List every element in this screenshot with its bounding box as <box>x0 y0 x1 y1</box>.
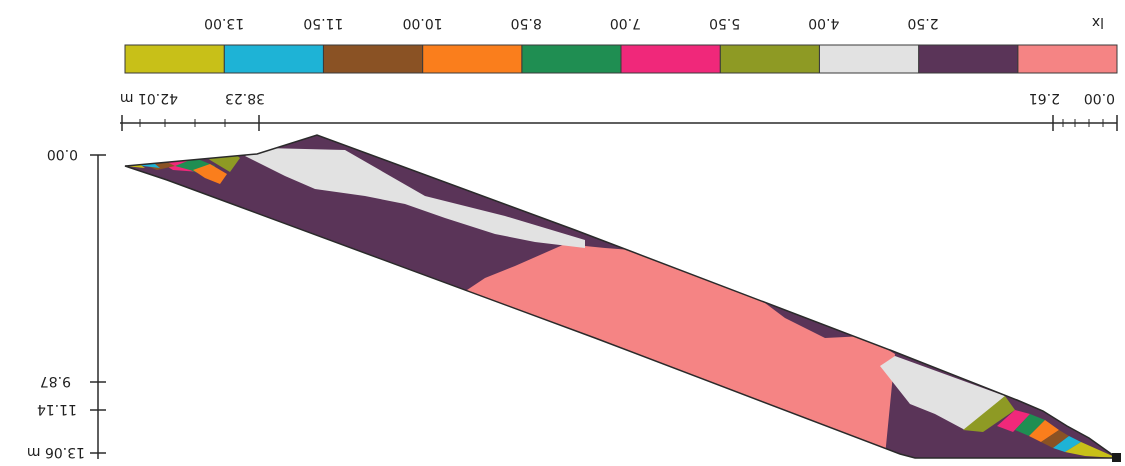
luminaire-marker <box>1112 453 1121 462</box>
legend-swatch <box>124 44 225 74</box>
legend-swatch <box>521 44 622 74</box>
legend-value-label: 11.50 <box>303 15 343 31</box>
zone-10-00-right <box>193 164 227 184</box>
zone-8-50-left <box>1015 414 1045 436</box>
vertical-scale: 13.06 m 11.14 9.87 0.00 <box>27 146 106 460</box>
legend-swatch <box>1017 44 1118 74</box>
v-scale-label-bottom: 13.06 m <box>27 444 85 460</box>
h-scale-label-end: 42.01 m <box>120 90 178 106</box>
v-scale-label-top: 0.00 <box>47 146 78 162</box>
legend-value-labels: 2.50 4.00 5.50 7.00 8.50 10.00 11.50 13.00 <box>204 15 938 31</box>
zone-4-00-right <box>245 148 585 248</box>
v-scale-label-2: 11.14 <box>37 401 77 417</box>
legend-swatch <box>620 44 721 74</box>
zone-5-50-left <box>963 396 1015 432</box>
legend-swatch <box>223 44 324 74</box>
legend-color-bar <box>124 44 1118 74</box>
h-scale-label-inner-left: 2.61 <box>1029 90 1060 106</box>
legend: lx 2.50 4.00 5.50 7.00 8.50 10.00 11.50 13.00 <box>124 14 1118 74</box>
legend-swatch <box>918 44 1019 74</box>
legend-value-label: 7.00 <box>610 15 641 31</box>
h-scale-label-inner-right: 38.23 <box>225 90 265 106</box>
legend-value-label: 13.00 <box>204 15 244 31</box>
zone-11-50-left <box>1041 430 1069 448</box>
horizontal-scale: 0.00 2.61 38.23 42.01 m <box>120 90 1118 131</box>
zone-10-00-left <box>1029 420 1059 442</box>
band-outline <box>124 134 1120 459</box>
legend-value-label: 8.50 <box>511 15 542 31</box>
legend-swatch <box>322 44 424 74</box>
zone-14-50-left <box>1065 442 1117 458</box>
legend-swatch <box>818 44 920 74</box>
legend-value-label: 4.00 <box>808 15 839 31</box>
legend-swatch <box>719 44 820 74</box>
zone-13-00-left <box>1053 436 1081 452</box>
v-scale-label-1: 9.87 <box>40 373 71 389</box>
h-scale-label-start: 0.00 <box>1084 90 1115 106</box>
zone-4-00-left <box>880 356 1005 430</box>
legend-value-label: 2.50 <box>907 15 938 31</box>
zone-11-50-right <box>147 161 175 170</box>
h-scale-minor-ticks <box>139 119 1104 127</box>
legend-value-label: 5.50 <box>709 15 740 31</box>
legend-value-label: 10.00 <box>403 15 443 31</box>
legend-swatch <box>422 44 523 74</box>
zone-7-00-left <box>997 410 1030 432</box>
legend-unit-label: lx <box>1092 14 1104 30</box>
